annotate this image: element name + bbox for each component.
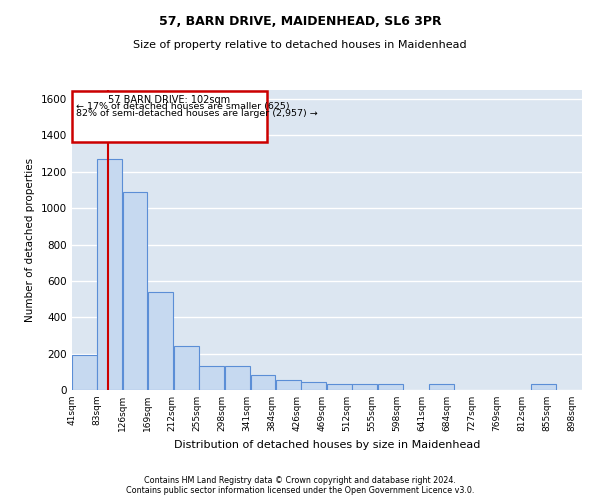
Bar [148, 292, 173, 390]
Bar [352, 384, 377, 390]
Text: ← 17% of detached houses are smaller (625): ← 17% of detached houses are smaller (62… [76, 102, 289, 111]
FancyBboxPatch shape [72, 91, 266, 142]
Text: Contains HM Land Registry data © Crown copyright and database right 2024.: Contains HM Land Registry data © Crown c… [144, 476, 456, 485]
Bar [97, 159, 122, 390]
Bar [531, 384, 556, 390]
X-axis label: Distribution of detached houses by size in Maidenhead: Distribution of detached houses by size … [174, 440, 480, 450]
Text: 57, BARN DRIVE, MAIDENHEAD, SL6 3PR: 57, BARN DRIVE, MAIDENHEAD, SL6 3PR [158, 15, 442, 28]
Bar [225, 366, 250, 390]
Bar [378, 384, 403, 390]
Bar [251, 374, 275, 390]
Bar [174, 346, 199, 390]
Text: 82% of semi-detached houses are larger (2,957) →: 82% of semi-detached houses are larger (… [76, 108, 317, 118]
Bar [123, 192, 148, 390]
Bar [301, 382, 326, 390]
Bar [327, 384, 352, 390]
Bar [72, 356, 97, 390]
Text: 57 BARN DRIVE: 102sqm: 57 BARN DRIVE: 102sqm [108, 95, 230, 105]
Text: Size of property relative to detached houses in Maidenhead: Size of property relative to detached ho… [133, 40, 467, 50]
Bar [276, 380, 301, 390]
Text: Contains public sector information licensed under the Open Government Licence v3: Contains public sector information licen… [126, 486, 474, 495]
Y-axis label: Number of detached properties: Number of detached properties [25, 158, 35, 322]
Bar [199, 366, 224, 390]
Bar [429, 384, 454, 390]
